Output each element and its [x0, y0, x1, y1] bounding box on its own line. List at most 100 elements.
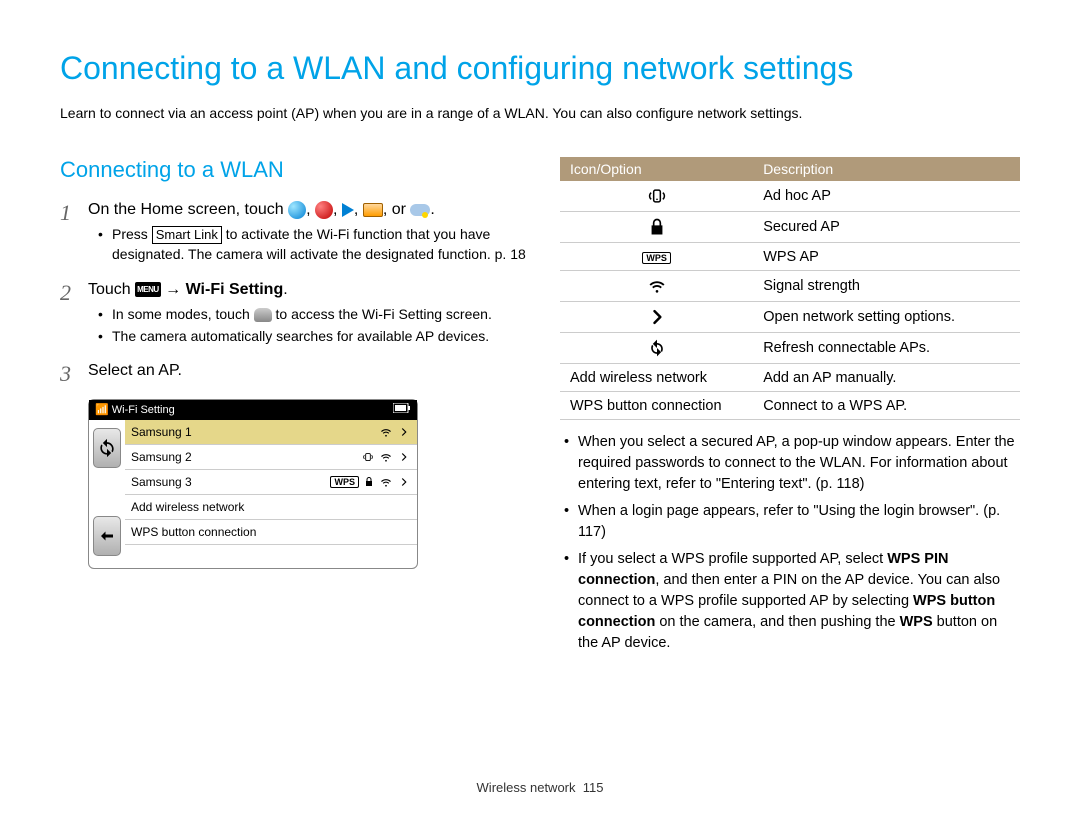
step-3-text: Select an AP. — [88, 360, 530, 382]
frame-icon — [363, 203, 383, 217]
mock-row-label: Samsung 2 — [131, 450, 192, 464]
step1-post: . — [430, 201, 434, 218]
table-cell: Add wireless network — [560, 364, 753, 392]
table-cell: WPS button connection — [560, 392, 753, 420]
table-cell: Connect to a WPS AP. — [753, 392, 1020, 420]
mock-row-4[interactable]: Add wireless network — [125, 495, 417, 520]
t: In some modes, touch — [112, 306, 254, 322]
t: to access the Wi-Fi Setting screen. — [272, 306, 492, 322]
table-cell: Secured AP — [753, 212, 1020, 243]
wifi-small-icon: 📶 — [95, 403, 109, 416]
table-row: Refresh connectable APs. — [560, 333, 1020, 364]
comma: , — [306, 201, 310, 218]
lock-icon — [363, 475, 375, 489]
t: If you select a WPS profile supported AP… — [578, 551, 887, 567]
signal-icon — [379, 475, 393, 489]
table-row: Secured AP — [560, 212, 1020, 243]
table-header-icon: Icon/Option — [560, 157, 753, 181]
mock-row-label: Samsung 3 — [131, 475, 192, 489]
step-3: 3 Select an AP. — [60, 360, 530, 386]
step-1: 1 On the Home screen, touch , , , , or .… — [60, 199, 530, 267]
step-1-number: 1 — [60, 199, 88, 267]
step-1-text: On the Home screen, touch , , , , or . — [88, 199, 530, 221]
signal-icon — [379, 450, 393, 464]
play-icon — [342, 203, 354, 217]
wps-badge: WPS — [642, 252, 671, 264]
mock-row-label: Samsung 1 — [131, 425, 192, 439]
table-cell: Open network setting options. — [753, 302, 1020, 333]
lock-icon — [647, 217, 667, 237]
wifi-cloud-icon — [254, 308, 272, 322]
step-2: 2 Touch MENU → Wi-Fi Setting. In some mo… — [60, 279, 530, 349]
t: Press — [112, 226, 152, 242]
comma: , — [354, 201, 358, 218]
page-footer: Wireless network 115 — [0, 780, 1080, 795]
step-2-number: 2 — [60, 279, 88, 349]
mock-row-label: Add wireless network — [131, 500, 244, 514]
icon-table: Icon/Option Description Ad hoc AP Secure… — [560, 157, 1020, 420]
step-3-number: 3 — [60, 360, 88, 386]
mock-row-1[interactable]: Samsung 1 — [125, 420, 417, 445]
footer-section: Wireless network — [477, 780, 576, 795]
mock-back-button[interactable] — [93, 516, 121, 556]
adhoc-icon — [647, 186, 667, 206]
t: Touch — [88, 281, 135, 298]
section-heading: Connecting to a WLAN — [60, 157, 530, 183]
footer-page-number: 115 — [583, 780, 604, 795]
note-1: When you select a secured AP, a pop-up w… — [564, 432, 1020, 495]
mock-header: 📶 Wi-Fi Setting — [89, 400, 417, 420]
note-3: If you select a WPS profile supported AP… — [564, 549, 1020, 654]
table-row: WPS WPS AP — [560, 243, 1020, 271]
signal-icon — [379, 425, 393, 439]
right-column: Icon/Option Description Ad hoc AP Secure… — [560, 157, 1020, 660]
arrow: → — [161, 281, 186, 298]
table-header-desc: Description — [753, 157, 1020, 181]
mock-title: Wi-Fi Setting — [112, 404, 175, 416]
step2-bullet1: In some modes, touch to access the Wi-Fi… — [98, 305, 530, 325]
adhoc-icon — [361, 450, 375, 464]
menu-icon: MENU — [135, 282, 161, 297]
page-intro: Learn to connect via an access point (AP… — [60, 105, 1020, 121]
globe-icon — [288, 201, 306, 219]
left-column: Connecting to a WLAN 1 On the Home scree… — [60, 157, 530, 660]
table-cell: Add an AP manually. — [753, 364, 1020, 392]
wps-badge: WPS — [330, 476, 359, 488]
smart-link-box: Smart Link — [152, 226, 222, 244]
mock-row-label: WPS button connection — [131, 525, 256, 539]
mock-row-2[interactable]: Samsung 2 — [125, 445, 417, 470]
mock-refresh-button[interactable] — [93, 428, 121, 468]
refresh-icon — [647, 338, 667, 358]
table-row: Signal strength — [560, 271, 1020, 302]
table-row: Add wireless network Add an AP manually. — [560, 364, 1020, 392]
table-row: WPS button connection Connect to a WPS A… — [560, 392, 1020, 420]
note-2: When a login page appears, refer to "Usi… — [564, 501, 1020, 543]
chevron-right-icon — [397, 450, 411, 464]
red-circle-icon — [315, 201, 333, 219]
mock-row-5[interactable]: WPS button connection — [125, 520, 417, 545]
step2-bullet2: The camera automatically searches for av… — [98, 327, 530, 347]
step1-bullet1: Press Smart Link to activate the Wi-Fi f… — [98, 225, 530, 264]
wifi-setting-bold: Wi-Fi Setting — [186, 281, 284, 298]
table-cell: Ad hoc AP — [753, 181, 1020, 212]
t: on the camera, and then pushing the — [655, 614, 899, 630]
chevron-right-icon — [397, 475, 411, 489]
step1-pre: On the Home screen, touch — [88, 201, 288, 218]
mock-row-3[interactable]: Samsung 3 WPS — [125, 470, 417, 495]
cloud-icon — [410, 204, 430, 216]
table-cell: WPS AP — [753, 243, 1020, 271]
camera-mock: 📶 Wi-Fi Setting — [88, 399, 418, 569]
table-row: Open network setting options. — [560, 302, 1020, 333]
step-2-text: Touch MENU → Wi-Fi Setting. — [88, 279, 530, 301]
wps-bold: WPS — [900, 614, 933, 630]
comma: , — [333, 201, 337, 218]
table-row: Ad hoc AP — [560, 181, 1020, 212]
t: . — [283, 281, 287, 298]
battery-icon — [393, 403, 411, 416]
comma-or: , or — [383, 201, 406, 218]
chevron-right-icon — [647, 307, 667, 327]
table-cell: Refresh connectable APs. — [753, 333, 1020, 364]
page-title: Connecting to a WLAN and configuring net… — [60, 50, 1020, 87]
table-cell: Signal strength — [753, 271, 1020, 302]
chevron-right-icon — [397, 425, 411, 439]
signal-icon — [647, 276, 667, 296]
